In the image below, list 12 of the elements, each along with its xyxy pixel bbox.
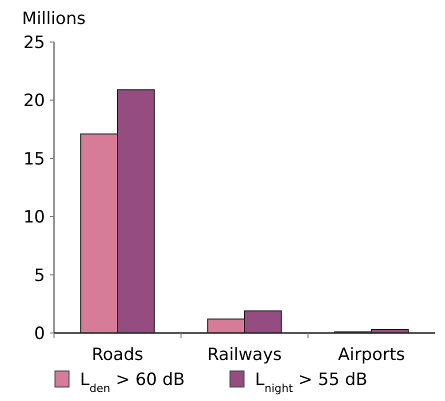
- y-axis-title: Millions: [22, 9, 86, 29]
- y-tick-label: 5: [34, 266, 45, 286]
- x-tick-label: Airports: [338, 345, 406, 365]
- y-tick-label: 25: [23, 32, 45, 53]
- y-tick-label: 10: [23, 208, 45, 228]
- y-tick-label: 15: [23, 149, 45, 170]
- legend-label: L$_{night}$ > 55 dB: [255, 370, 368, 394]
- y-tick-label: 0: [34, 324, 45, 344]
- x-tick-label: Roads: [92, 345, 144, 365]
- x-tick-label: Railways: [207, 345, 282, 365]
- y-tick-label: 20: [23, 91, 45, 112]
- legend-label: L$_{den}$ > 60 dB: [80, 370, 185, 394]
